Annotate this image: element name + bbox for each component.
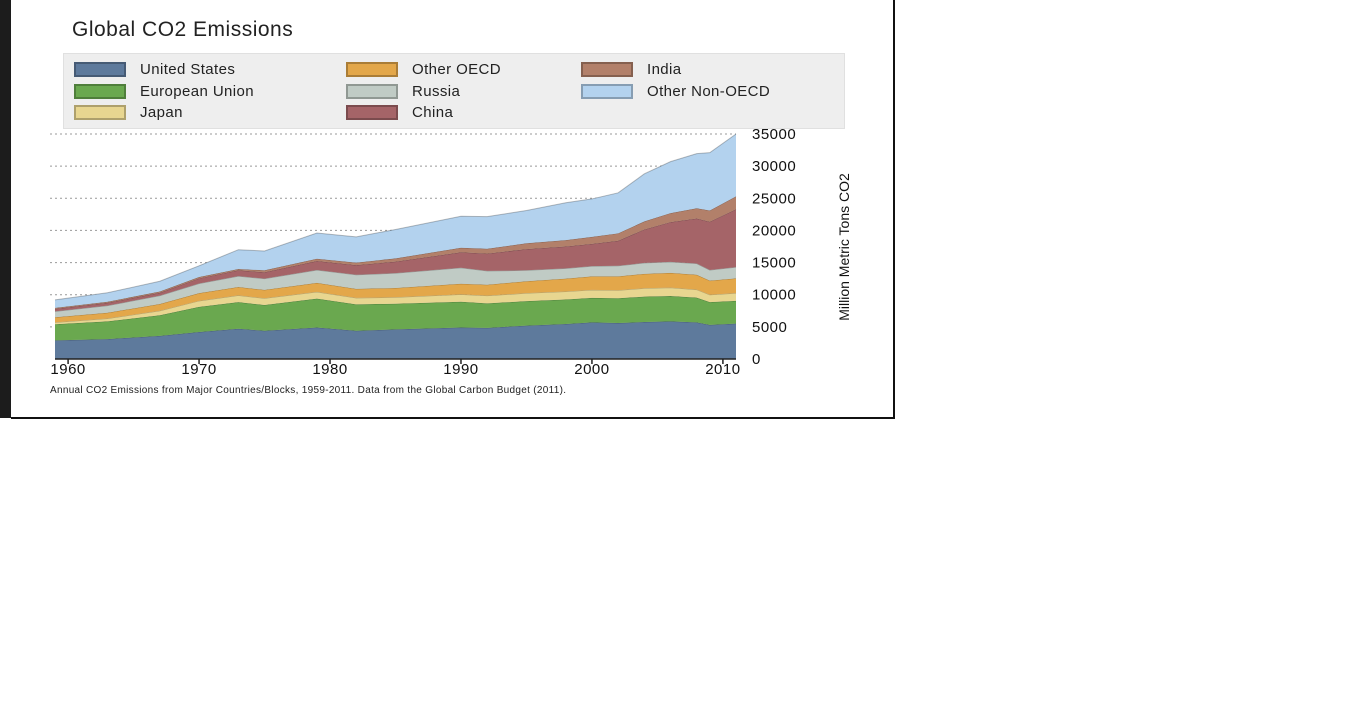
legend-label: India	[647, 60, 682, 78]
legend-label: Other Non-OECD	[647, 82, 771, 100]
legend-swatch	[346, 104, 398, 120]
legend-swatch	[581, 61, 633, 77]
x-tick-label: 2010	[705, 361, 740, 378]
legend-item-china: China	[346, 102, 453, 122]
area-russia	[55, 261, 736, 318]
y-axis-label: Million Metric Tons CO2	[836, 173, 852, 321]
x-tick-label: 1960	[50, 361, 85, 378]
legend-swatch	[346, 83, 398, 99]
legend-label: Russia	[412, 82, 461, 100]
x-tick-label: 1990	[443, 361, 478, 378]
legend-item-european-union: European Union	[74, 81, 254, 101]
legend-label: Other OECD	[412, 60, 502, 78]
chart-title: Global CO2 Emissions	[72, 18, 294, 41]
y-tick-label: 30000	[752, 158, 796, 175]
legend-item-japan: Japan	[74, 102, 183, 122]
legend-item-russia: Russia	[346, 81, 460, 101]
legend-label: Japan	[140, 103, 183, 121]
y-tick-label: 25000	[752, 190, 796, 207]
legend-swatch	[581, 83, 633, 99]
legend-label: United States	[140, 60, 236, 78]
area-united-states	[55, 321, 736, 359]
window-edge-bar	[0, 0, 11, 418]
y-tick-label: 10000	[752, 287, 796, 304]
legend-item-other-oecd: Other OECD	[346, 59, 501, 79]
legend-item-united-states: United States	[74, 59, 235, 79]
x-tick-label: 2000	[574, 361, 609, 378]
area-european-union	[55, 296, 736, 341]
area-edge-european-union	[54, 295, 737, 325]
area-edge-other-non-oecd	[54, 133, 737, 301]
area-other-non-oecd	[55, 134, 736, 308]
legend-label: China	[412, 103, 454, 121]
y-tick-label: 20000	[752, 222, 796, 239]
legend-item-other-non-oecd: Other Non-OECD	[581, 81, 770, 101]
y-tick-label: 0	[752, 351, 761, 368]
chart-legend: United States Other OECD India European Uni…	[63, 53, 845, 129]
y-tick-label: 5000	[752, 319, 787, 336]
x-tick-label: 1980	[312, 361, 347, 378]
legend-label: European Union	[140, 82, 255, 100]
legend-swatch	[74, 104, 126, 120]
legend-swatch	[74, 61, 126, 77]
area-other-oecd	[55, 272, 736, 323]
x-tick-label: 1970	[181, 361, 216, 378]
legend-swatch	[74, 83, 126, 99]
area-japan	[55, 287, 736, 325]
y-tick-label: 35000	[752, 126, 796, 143]
legend-item-india: India	[581, 59, 682, 79]
y-tick-label: 15000	[752, 255, 796, 272]
chart-caption: Annual CO2 Emissions from Major Countrie…	[50, 385, 567, 396]
legend-swatch	[346, 61, 398, 77]
area-china	[55, 209, 736, 312]
